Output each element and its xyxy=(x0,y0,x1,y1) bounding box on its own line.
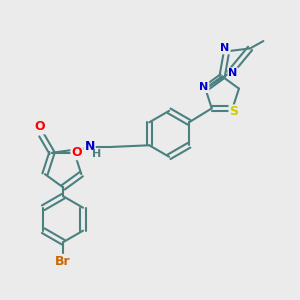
Text: H: H xyxy=(92,149,101,159)
Text: N: N xyxy=(199,82,208,92)
Text: Br: Br xyxy=(55,255,71,268)
Text: O: O xyxy=(71,146,82,159)
Text: S: S xyxy=(230,105,238,119)
Text: N: N xyxy=(228,68,238,78)
Text: N: N xyxy=(84,140,95,153)
Text: O: O xyxy=(35,120,45,134)
Text: N: N xyxy=(220,44,230,53)
